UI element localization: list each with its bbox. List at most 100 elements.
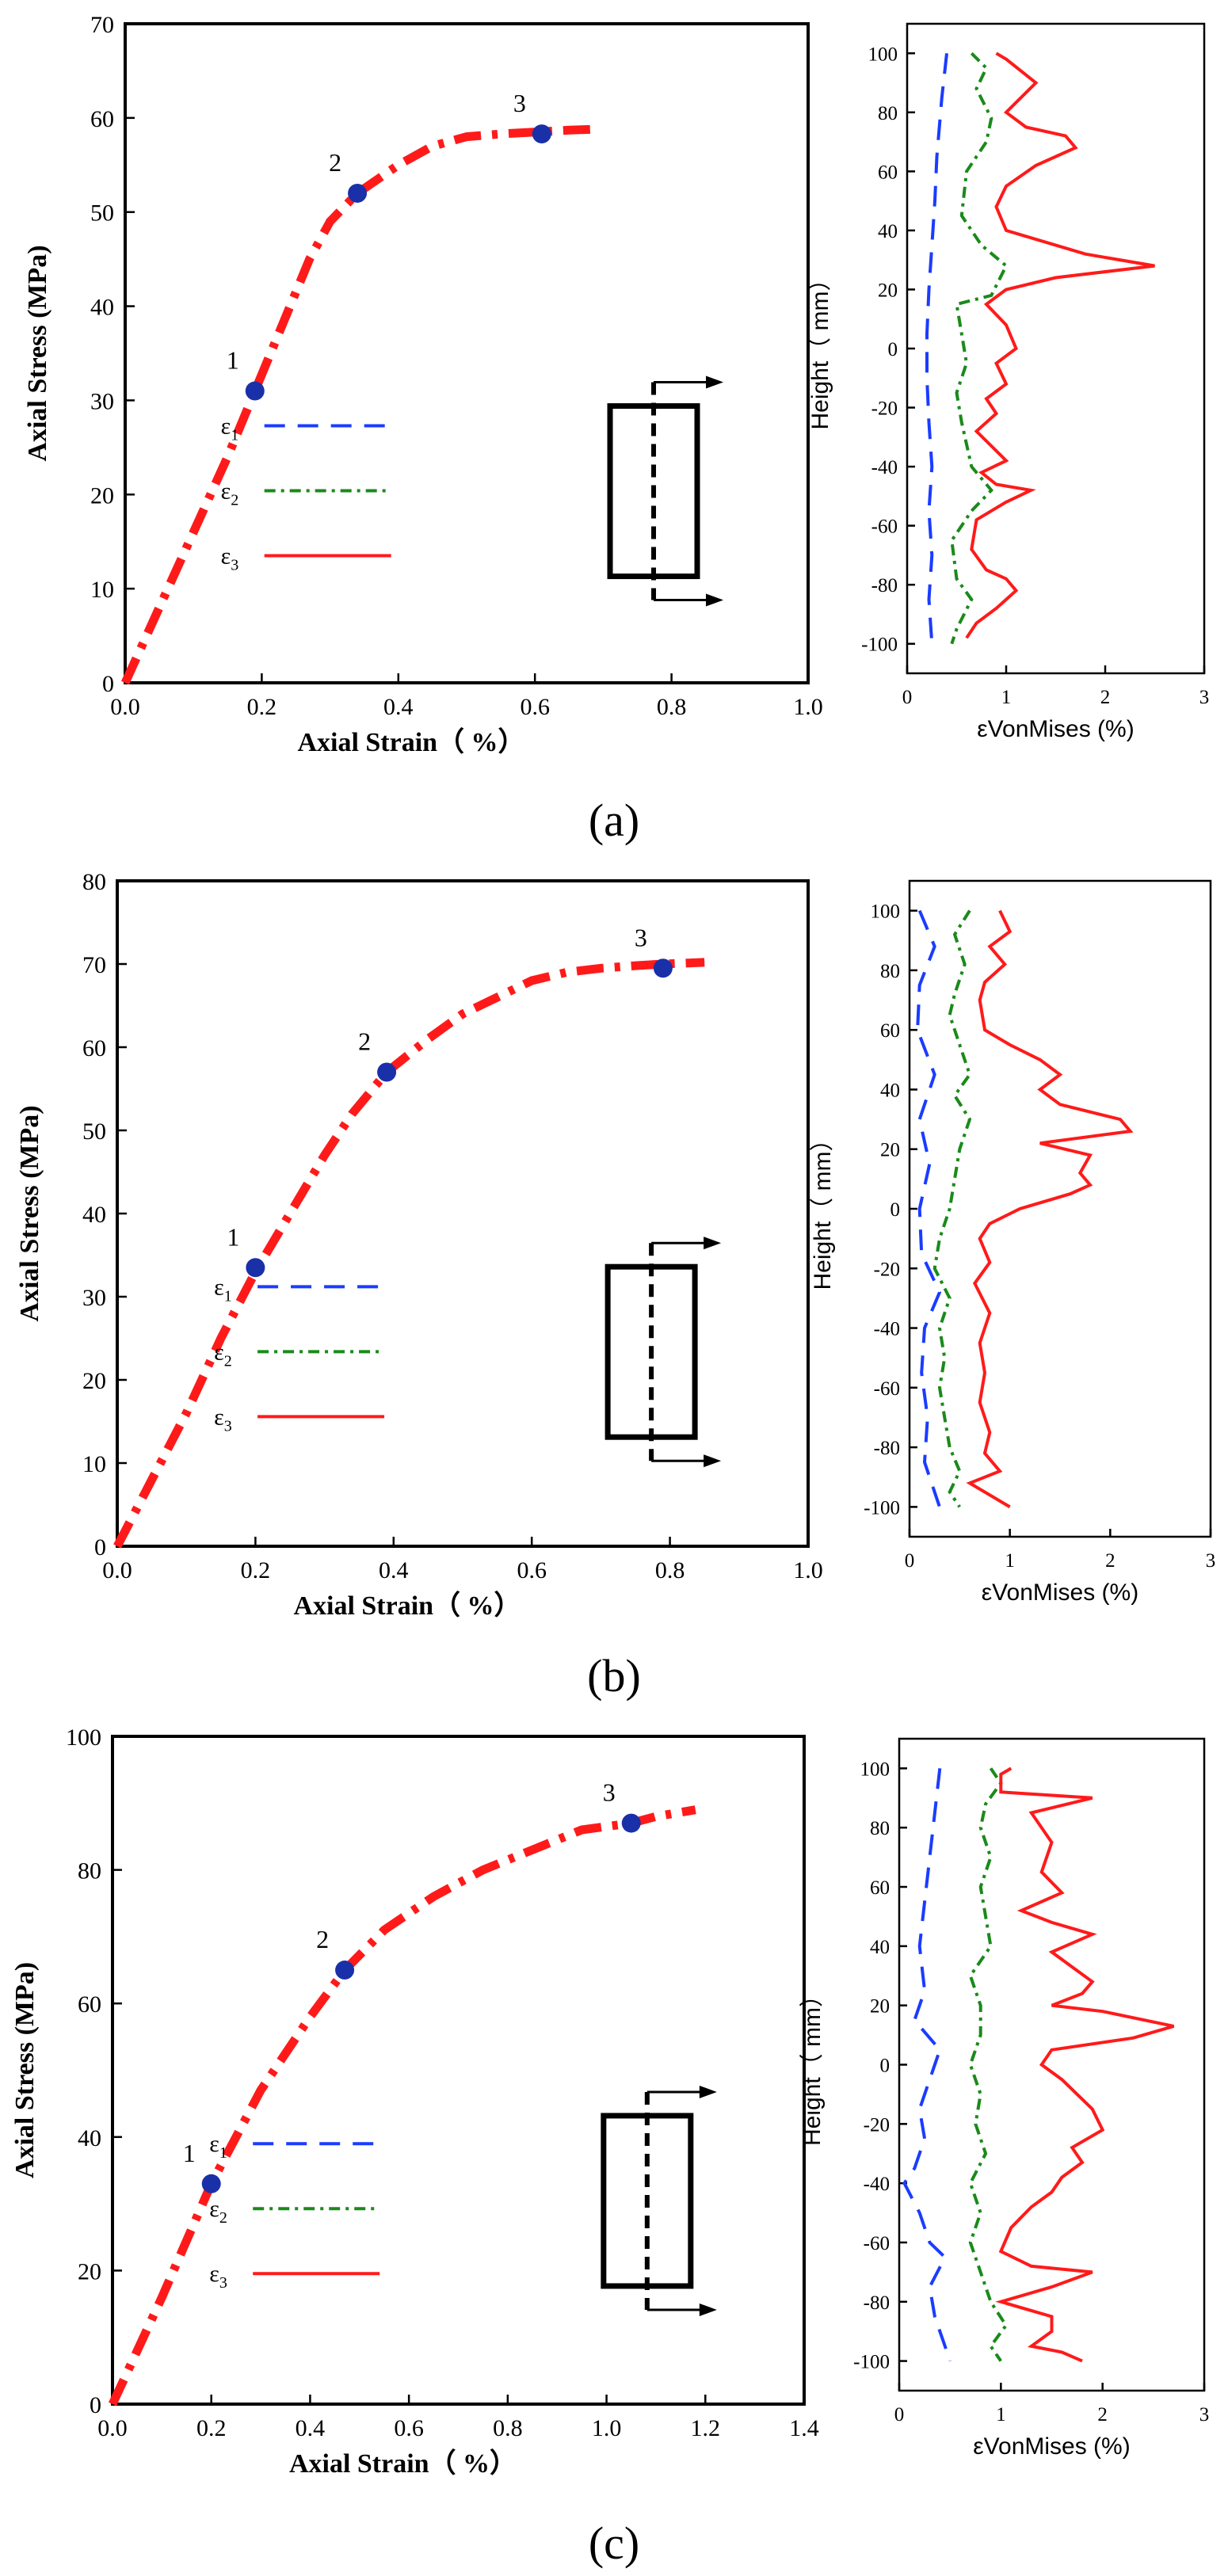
profile-y-tick-label: 100 — [860, 1759, 890, 1780]
profile-y-tick-label: 20 — [870, 1996, 890, 2018]
y-tick-label: 70 — [90, 12, 114, 38]
profile-series-e1 — [902, 1768, 952, 2362]
legend-label: ε1 — [214, 1274, 232, 1305]
stress-strain-curve — [120, 124, 597, 685]
profile-y-tick-label: -60 — [874, 1378, 900, 1400]
profile-y-tick-label: -100 — [853, 2352, 890, 2373]
x-tick-label: 0.2 — [241, 1557, 271, 1583]
y-axis-label: Axial Stress (MPa) — [10, 1962, 40, 2178]
x-tick-label: 1.4 — [789, 2415, 819, 2441]
y-tick-label: 0 — [90, 2392, 101, 2418]
y-tick-label: 80 — [78, 1858, 101, 1884]
y-tick-label: 30 — [82, 1285, 106, 1311]
profile-series-e2 — [950, 51, 1009, 645]
profile-x-tick-label: 3 — [1206, 1550, 1216, 1572]
x-axis-label: Axial Strain（ %） — [297, 726, 524, 757]
profile-x-tick-label: 1 — [1001, 687, 1012, 708]
legend-label: ε3 — [214, 1404, 232, 1435]
profile-y-tick-label: 100 — [868, 44, 898, 65]
profile-series-e1 — [925, 53, 948, 644]
profile-y-axis-label: Height（ mm） — [810, 1127, 836, 1290]
x-tick-label: 0.6 — [520, 694, 550, 720]
legend-label: ε3 — [221, 543, 239, 574]
profile-y-axis-label: Height（ mm） — [807, 267, 833, 429]
y-tick-label: 60 — [78, 1991, 101, 2018]
legend-label: ε3 — [209, 2261, 227, 2292]
loading-stage-point — [377, 1062, 397, 1082]
profile-y-tick-label: 20 — [880, 1140, 900, 1161]
profile-x-axis-label: εVonMises (%) — [977, 716, 1134, 742]
x-tick-label: 0.4 — [383, 694, 414, 720]
profile-y-tick-label: -80 — [864, 2292, 890, 2314]
arrow-head-bottom — [706, 593, 724, 607]
y-tick-label: 50 — [90, 200, 114, 227]
x-tick-label: 0.6 — [394, 2415, 424, 2441]
profile-y-tick-label: -20 — [864, 2114, 890, 2136]
legend-label: ε1 — [221, 413, 239, 444]
y-tick-label: 20 — [90, 482, 114, 509]
x-tick-label: 0.8 — [655, 1557, 685, 1583]
profile-series-e3 — [965, 51, 1155, 639]
loading-stage-label: 1 — [227, 346, 239, 375]
profile-y-tick-label: -40 — [871, 457, 898, 478]
x-tick-label: 0.2 — [196, 2415, 227, 2441]
loading-stage-point — [245, 381, 265, 401]
profile-y-tick-label: 80 — [880, 961, 900, 982]
profile-y-tick-label: 60 — [880, 1020, 900, 1042]
profile-y-tick-label: 40 — [870, 1937, 890, 1958]
legend-label: ε2 — [214, 1339, 232, 1370]
profile-x-tick-label: 2 — [1097, 2404, 1108, 2425]
profile-y-tick-label: -80 — [871, 575, 898, 596]
x-axis-label: Axial Strain（ %） — [289, 2448, 517, 2479]
profile-y-tick-label: -100 — [864, 1497, 900, 1519]
profile-series-e3 — [966, 909, 1134, 1509]
legend-label: ε2 — [221, 478, 239, 509]
legend-label: ε1 — [209, 2131, 227, 2162]
profile-x-axis-label: εVonMises (%) — [982, 1580, 1138, 1606]
profile-y-tick-label: 80 — [870, 1818, 890, 1839]
profile-x-tick-label: 0 — [894, 2404, 905, 2425]
y-tick-label: 20 — [82, 1368, 106, 1394]
x-tick-label: 0.0 — [97, 2415, 128, 2441]
x-tick-label: 0.8 — [657, 694, 687, 720]
loading-stage-point — [348, 183, 368, 203]
loading-stage-point — [246, 1258, 265, 1278]
y-tick-label: 20 — [78, 2258, 101, 2284]
loading-stage-point — [335, 1961, 355, 1980]
loading-stage-label: 2 — [358, 1027, 371, 1056]
loading-stage-point — [653, 958, 673, 978]
profile-series-e1 — [916, 909, 942, 1508]
arrow-head-top — [706, 375, 724, 389]
profile-y-tick-label: 60 — [870, 1877, 890, 1899]
loading-stage-label: 1 — [227, 1222, 239, 1251]
y-tick-label: 50 — [82, 1118, 106, 1145]
profile-x-tick-label: 1 — [1005, 1550, 1015, 1572]
stress-strain-curve — [109, 1805, 696, 2406]
profile-x-tick-label: 2 — [1100, 687, 1111, 708]
y-tick-label: 100 — [66, 1724, 101, 1751]
stress-strain-frame — [111, 1735, 806, 2406]
profile-y-tick-label: 0 — [890, 1199, 901, 1221]
arrow-head-top — [699, 2085, 717, 2098]
loading-stage-label: 3 — [603, 1778, 616, 1807]
profile-y-tick-label: -20 — [874, 1259, 900, 1280]
loading-stage-label: 3 — [635, 923, 647, 951]
arrow-head-bottom — [704, 1454, 722, 1468]
x-tick-label: 1.0 — [793, 1557, 823, 1583]
profile-y-tick-label: 0 — [888, 339, 898, 360]
y-axis-label: Axial Stress (MPa) — [23, 245, 52, 461]
profile-x-tick-label: 0 — [905, 1550, 915, 1572]
y-tick-label: 80 — [82, 869, 106, 895]
x-tick-label: 0.6 — [517, 1557, 547, 1583]
x-tick-label: 0.2 — [247, 694, 277, 720]
profile-x-axis-label: εVonMises (%) — [973, 2433, 1130, 2460]
profile-x-tick-label: 3 — [1199, 2404, 1210, 2425]
y-axis-label: Axial Stress (MPa) — [15, 1105, 44, 1321]
y-tick-label: 40 — [90, 295, 114, 321]
x-tick-label: 0.4 — [379, 1557, 409, 1583]
x-tick-label: 1.0 — [592, 2415, 622, 2441]
profile-y-tick-label: 100 — [871, 901, 901, 923]
x-tick-label: 1.0 — [793, 694, 823, 720]
profile-y-tick-label: 20 — [878, 280, 898, 301]
